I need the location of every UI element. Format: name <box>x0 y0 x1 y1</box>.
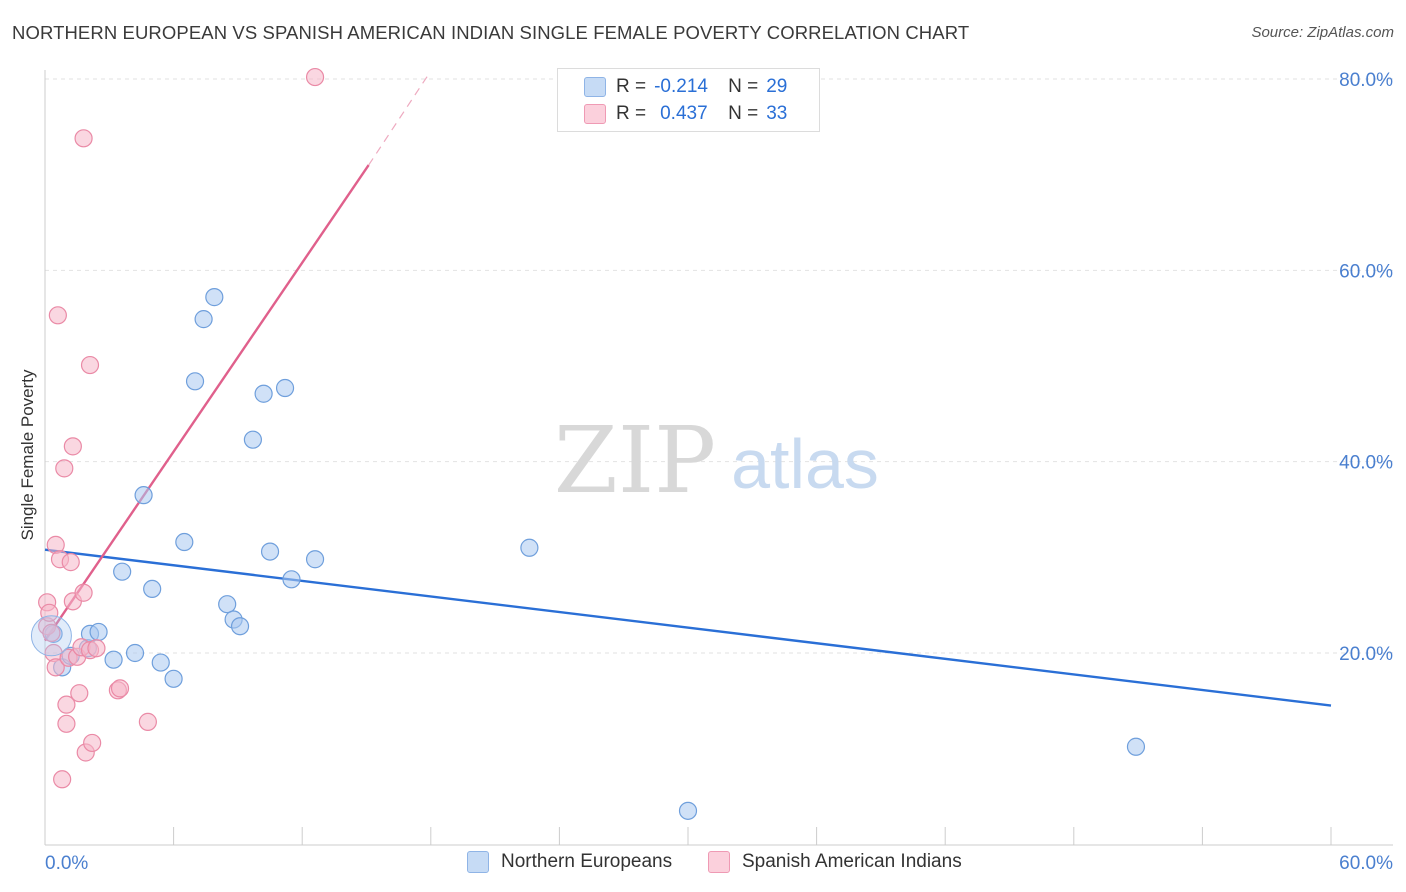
point-northern-europeans <box>243 430 263 449</box>
y-tick-label: 40.0% <box>1339 453 1393 474</box>
point-northern-europeans <box>143 579 162 599</box>
point-spanish-american-indians <box>83 733 102 753</box>
legend-n-label: N = <box>728 103 759 124</box>
legend-n-label: N = <box>728 76 759 97</box>
legend-r-value: 0.437 <box>660 103 708 124</box>
y-axis-label: Single Female Poverty <box>18 369 37 541</box>
point-northern-europeans <box>164 669 183 688</box>
axes <box>44 70 1393 846</box>
point-northern-europeans <box>175 532 194 552</box>
point-northern-europeans <box>151 653 170 672</box>
source-label: Source: ZipAtlas.com <box>1251 24 1394 41</box>
point-spanish-american-indians <box>61 553 80 572</box>
legend-n-value: 29 <box>766 76 788 97</box>
point-northern-europeans <box>205 288 224 307</box>
point-northern-europeans <box>275 378 295 398</box>
legend-swatch-blue <box>584 77 606 97</box>
point-northern-europeans <box>678 801 698 820</box>
x-tick-label: 60.0% <box>1339 853 1393 874</box>
legend-r-value: -0.214 <box>654 76 708 97</box>
trend-line-extension <box>368 73 430 166</box>
point-northern-europeans <box>104 650 123 669</box>
point-spanish-american-indians <box>63 437 82 456</box>
watermark-zip: ZIP <box>554 407 716 514</box>
point-spanish-american-indians <box>57 714 76 733</box>
point-northern-europeans <box>1126 737 1146 756</box>
point-spanish-american-indians <box>87 639 106 658</box>
chart-title: NORTHERN EUROPEAN VS SPANISH AMERICAN IN… <box>12 22 970 43</box>
legend-swatch-blue <box>467 851 489 873</box>
data-points <box>30 67 1146 820</box>
point-northern-europeans <box>230 617 250 636</box>
legend-label: Spanish American Indians <box>742 851 962 872</box>
legend-item-spanish-american-indians: Spanish American Indians <box>708 851 962 873</box>
point-northern-europeans <box>520 538 539 557</box>
point-spanish-american-indians <box>138 712 157 731</box>
point-spanish-american-indians <box>305 67 325 87</box>
point-northern-europeans <box>89 622 108 642</box>
legend-row-northern-europeans: R = -0.214 N = 29 <box>584 75 788 99</box>
y-tick-label: 60.0% <box>1339 261 1393 282</box>
legend-n-value: 33 <box>766 103 788 124</box>
point-spanish-american-indians <box>110 679 130 698</box>
point-spanish-american-indians <box>53 770 72 789</box>
point-spanish-american-indians <box>80 355 100 375</box>
legend-r-label: R = <box>616 76 647 97</box>
point-northern-europeans <box>260 542 280 561</box>
point-spanish-american-indians <box>70 684 89 703</box>
point-northern-europeans <box>134 486 153 505</box>
legend-label: Northern Europeans <box>501 851 673 872</box>
point-northern-europeans <box>185 372 205 391</box>
point-northern-europeans <box>254 384 273 403</box>
tick-labels: 20.0% 40.0% 60.0% 80.0% 0.0% 60.0% <box>45 70 1393 874</box>
x-tick-label: 0.0% <box>45 853 88 874</box>
point-northern-europeans <box>125 643 145 663</box>
point-spanish-american-indians <box>74 583 93 602</box>
grid-lines <box>45 78 1393 654</box>
point-northern-europeans-cluster <box>30 615 72 657</box>
trend-line-northern-europeans <box>44 548 1332 707</box>
point-spanish-american-indians <box>55 459 74 478</box>
point-northern-europeans <box>113 562 132 581</box>
correlation-legend: R = -0.214 N = 29 R = 0.437 N = 33 <box>557 68 820 132</box>
legend-swatch-pink <box>584 104 606 124</box>
trend-line-spanish-american-indians <box>44 164 370 642</box>
legend-row-spanish-american-indians: R = 0.437 N = 33 <box>584 102 788 126</box>
watermark: ZIP atlas <box>554 407 879 514</box>
point-northern-europeans <box>218 595 237 614</box>
series-legend: Northern Europeans Spanish American Indi… <box>0 851 1406 879</box>
point-northern-europeans <box>194 310 213 329</box>
trend-lines <box>44 73 1332 707</box>
point-spanish-american-indians <box>57 695 76 714</box>
point-spanish-american-indians <box>42 623 61 643</box>
point-northern-europeans <box>305 550 325 569</box>
point-northern-europeans <box>282 570 301 589</box>
legend-r-label: R = <box>616 103 647 124</box>
y-tick-label: 80.0% <box>1339 70 1393 91</box>
point-spanish-american-indians <box>46 658 65 677</box>
legend-swatch-pink <box>708 851 730 873</box>
legend-item-northern-europeans: Northern Europeans <box>467 851 672 873</box>
watermark-atlas: atlas <box>731 425 879 503</box>
y-tick-label: 20.0% <box>1339 644 1393 665</box>
point-spanish-american-indians <box>74 129 93 148</box>
point-spanish-american-indians <box>48 306 67 325</box>
